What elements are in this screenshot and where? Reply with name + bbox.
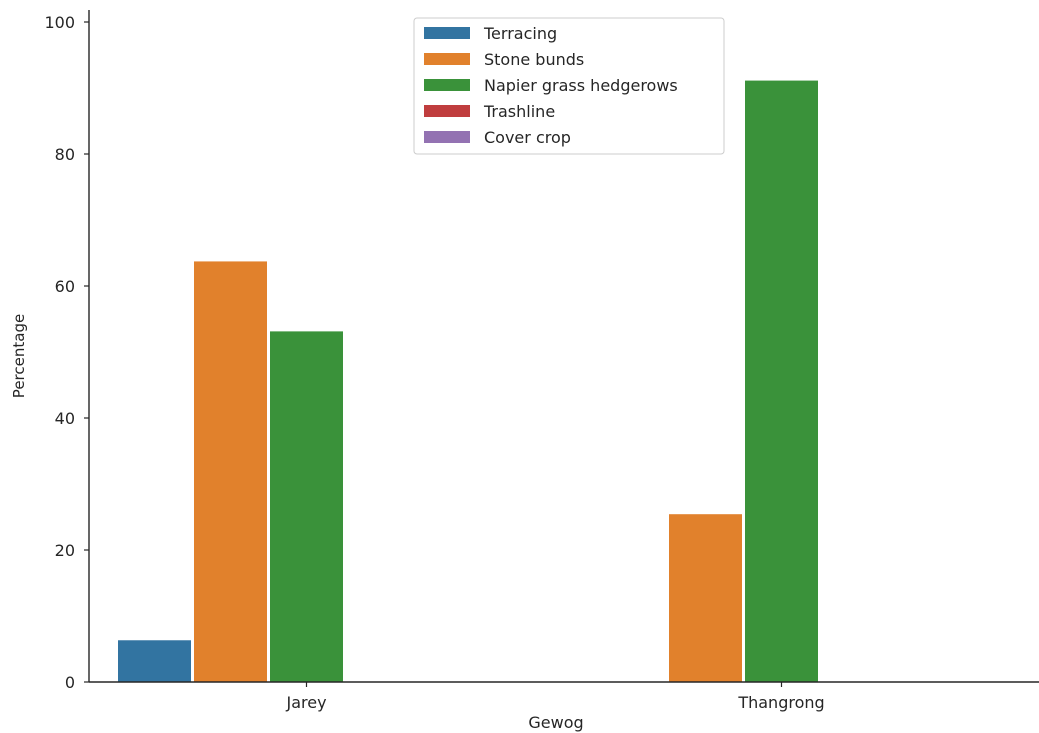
legend-swatch bbox=[424, 27, 470, 39]
legend-entry: Terracing bbox=[483, 24, 557, 43]
legend-swatch bbox=[424, 79, 470, 91]
bar-napier-grass-hedgerows-jarey bbox=[269, 330, 344, 683]
y-ticks-group: 0 20 40 60 80 100 bbox=[44, 13, 89, 692]
legend-swatch bbox=[424, 105, 470, 117]
legend-swatch bbox=[424, 131, 470, 143]
y-tick-label: 100 bbox=[44, 13, 75, 32]
legend-entry: Stone bunds bbox=[484, 50, 584, 69]
bars-group bbox=[117, 79, 819, 683]
x-tick-label: Jarey bbox=[285, 693, 326, 712]
bar-stone-bunds-thangrong bbox=[668, 513, 743, 683]
y-tick-label: 0 bbox=[65, 673, 75, 692]
legend: Terracing Stone bunds Napier grass hedgero… bbox=[413, 17, 725, 155]
legend-entry: Napier grass hedgerows bbox=[484, 76, 678, 95]
legend-entry: Trashline bbox=[483, 102, 555, 121]
x-ticks-group: Jarey Thangrong bbox=[285, 682, 825, 712]
y-tick-label: 20 bbox=[55, 541, 75, 560]
y-axis-label: Percentage bbox=[10, 314, 28, 398]
bar-napier-grass-hedgerows-thangrong bbox=[744, 79, 819, 683]
legend-entry: Cover crop bbox=[484, 128, 571, 147]
legend-frame bbox=[413, 17, 725, 155]
x-tick-label: Thangrong bbox=[737, 693, 824, 712]
x-axis-label: Gewog bbox=[528, 713, 583, 732]
y-tick-label: 60 bbox=[55, 277, 75, 296]
bar-stone-bunds-jarey bbox=[193, 260, 268, 683]
bar-terracing-jarey bbox=[117, 639, 192, 683]
legend-swatch bbox=[424, 53, 470, 65]
y-tick-label: 40 bbox=[55, 409, 75, 428]
y-tick-label: 80 bbox=[55, 145, 75, 164]
